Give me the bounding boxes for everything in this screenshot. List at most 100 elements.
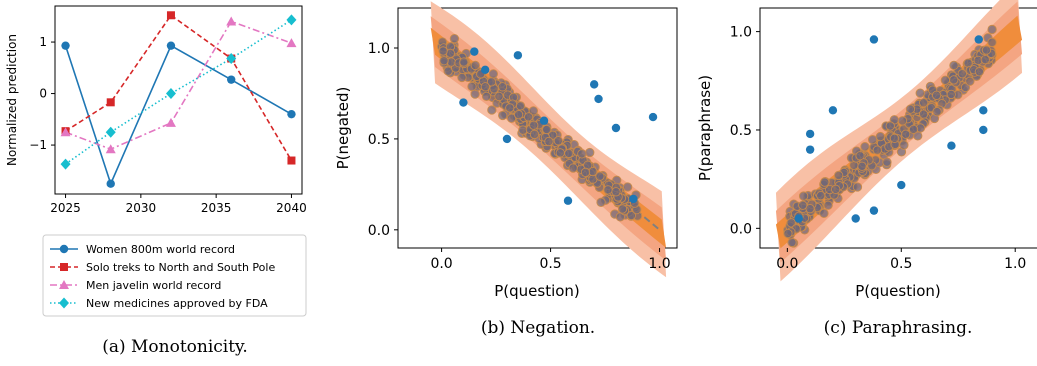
series-line — [64, 44, 292, 186]
scatter-point — [867, 135, 878, 145]
plot-frame — [54, 5, 303, 195]
scatter-point — [915, 88, 925, 98]
scatter-point — [798, 191, 809, 201]
scatter-point — [595, 171, 605, 181]
data-point — [60, 127, 71, 137]
scatter-point — [529, 129, 540, 140]
scatter-point — [857, 161, 867, 171]
x-tick-label: 2025 — [50, 201, 81, 215]
scatter-point — [487, 105, 497, 115]
plot-frame — [759, 7, 1037, 249]
y-tick-label: 1.0 — [368, 41, 390, 57]
scatter-point — [820, 177, 830, 187]
scatter-point — [949, 75, 959, 85]
scatter-point — [940, 75, 950, 85]
panel-negation: 0.0 0.5 1.0 0.0 0.5 1.0 P(question) P(negate… — [334, 1, 678, 338]
plot-frame — [397, 7, 678, 249]
scatter-points — [782, 24, 997, 248]
outlier-point — [947, 141, 956, 150]
scatter-point — [494, 91, 504, 102]
scatter-points — [436, 33, 658, 222]
scatter-point — [960, 82, 971, 93]
scatter-point — [617, 204, 628, 214]
series-line — [65, 20, 292, 151]
y-tick-label: 0.5 — [368, 132, 390, 148]
outlier-point — [805, 129, 815, 139]
outlier-point — [589, 80, 599, 89]
scatter-point — [622, 182, 633, 192]
scatter-point — [987, 37, 997, 47]
scatter-point — [555, 148, 565, 158]
scatter-point — [542, 124, 552, 135]
data-point — [106, 179, 115, 188]
scatter-point — [885, 121, 895, 131]
x-tick-label: 0.5 — [890, 256, 912, 272]
caption-b: (b) Negation. — [481, 318, 595, 338]
outlier-point — [629, 194, 638, 204]
data-point — [61, 41, 70, 50]
scatter-point — [787, 237, 797, 248]
data-point — [287, 109, 296, 119]
outlier-point — [563, 196, 573, 205]
scatter-point — [965, 76, 975, 86]
y-tick-label: 1 — [39, 35, 47, 49]
data-point — [226, 16, 237, 26]
outlier-point — [869, 206, 879, 215]
scatter-point — [513, 110, 524, 120]
scatter-point — [823, 200, 833, 210]
y-tick-label: 0.5 — [730, 123, 752, 139]
scatter-point — [544, 136, 554, 147]
scatter-point — [831, 184, 841, 194]
scatter-point — [819, 208, 829, 218]
scatter-point — [438, 46, 448, 56]
outlier-point — [794, 214, 803, 223]
scatter-point — [449, 33, 460, 44]
data-point — [166, 41, 176, 50]
x-tick-label: 0.5 — [539, 256, 561, 272]
scatter-point — [515, 101, 526, 111]
data-point — [105, 126, 116, 138]
scatter-point — [860, 142, 870, 152]
scatter-point — [908, 124, 919, 135]
scatter-point — [932, 107, 942, 117]
scatter-point — [974, 67, 985, 77]
x-tick-label: 1.0 — [1004, 256, 1026, 272]
scatter-point — [897, 116, 908, 126]
x-tick-label: 2030 — [126, 201, 157, 215]
data-point — [106, 98, 115, 107]
scatter-point — [816, 191, 826, 201]
scatter-point — [931, 90, 942, 100]
outlier-point — [611, 123, 621, 133]
outlier-point — [480, 65, 490, 75]
scatter-point — [786, 218, 796, 228]
scatter-point — [459, 57, 469, 67]
x-tick-label: 2040 — [276, 201, 307, 215]
outlier-point — [869, 35, 879, 44]
scatter-point — [980, 54, 990, 65]
data-point — [227, 75, 236, 84]
scatter-point — [987, 24, 997, 35]
scatter-point — [852, 182, 863, 192]
legend-label: Men javelin world record — [86, 279, 221, 292]
scatter-point — [919, 98, 929, 108]
legend-frame — [42, 234, 307, 317]
scatter-point — [626, 210, 636, 221]
outlier-point — [594, 94, 603, 104]
legend-marker — [59, 244, 69, 254]
outlier-point — [897, 180, 906, 190]
legend-marker — [60, 263, 68, 271]
data-point — [287, 156, 296, 165]
legend-label: Women 800m world record — [86, 243, 235, 256]
y-tick-label: −1 — [29, 138, 47, 152]
legend-marker — [59, 280, 69, 289]
scatter-point — [946, 89, 956, 100]
scatter-point — [439, 56, 449, 66]
outlier-point — [513, 51, 523, 60]
scatter-point — [798, 200, 808, 210]
caption-c: (c) Paraphrasing. — [824, 318, 973, 338]
scatter-point — [486, 77, 497, 87]
scatter-point — [611, 187, 621, 197]
y-axis-label: P(negated) — [334, 87, 352, 170]
scatter-point — [981, 45, 992, 55]
data-point — [165, 88, 176, 100]
